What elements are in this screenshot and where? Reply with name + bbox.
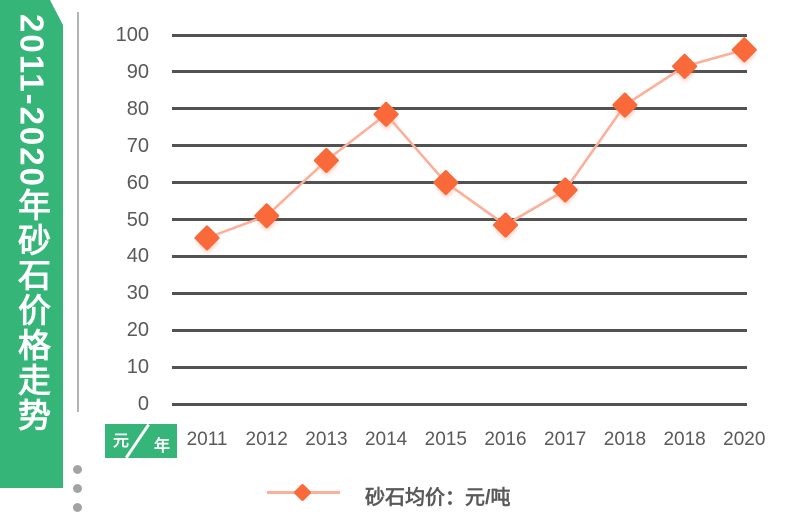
legend-diamond-icon [293,483,312,502]
gridline [172,144,747,148]
title-banner: 2011-2020年砂石价格走势 [0,0,63,488]
y-tick-label: 0 [137,393,149,415]
gridline [172,107,747,111]
gridline [172,33,747,37]
x-tick-label: 2020 [723,429,766,450]
gridline [172,254,747,258]
x-tick-label: 2015 [424,429,467,450]
marker-shadow [435,176,458,199]
vertical-divider [77,12,79,412]
data-point-marker [731,37,757,63]
legend-label: 砂石均价：元/吨 [365,487,511,509]
marker-shadow [375,107,398,130]
dot [73,484,82,493]
data-point-marker [194,225,220,251]
x-tick-label: 2018 [603,429,647,450]
y-tick-label: 80 [126,97,149,120]
y-tick-label: 100 [115,24,149,46]
y-tick-label: 30 [126,282,149,305]
gridline [172,328,747,332]
gridline [172,365,747,369]
x-tick-label: 2018 [663,429,706,450]
page-title: 2011-2020年砂石价格走势 [13,14,51,433]
y-tick-label: 40 [126,245,149,268]
gridline [172,70,747,74]
y-tick-label: 70 [126,134,149,157]
data-point-marker [313,147,339,173]
marker-shadow [315,153,338,176]
gridline [172,218,747,221]
x-tick-label: 2017 [544,429,587,450]
gridline [172,402,747,406]
data-point-marker [612,92,638,118]
marker-shadow [554,183,577,206]
unit-year-label: 年 [153,438,170,455]
marker-shadow [733,43,756,66]
data-point-marker [254,203,280,229]
marker-shadow [495,218,517,241]
gridline [172,291,747,295]
legend: 砂石均价：元/吨 [0,480,800,510]
dot [73,503,82,512]
marker-shadows [196,43,756,254]
x-tick-label: 2016 [484,429,527,450]
x-tick-label: 2012 [245,429,288,450]
marker-shadow [196,231,219,254]
x-tick-label: 2014 [364,429,408,450]
y-tick-label: 10 [126,356,149,379]
y-tick-label: 20 [126,319,149,342]
gridline [172,181,747,185]
dot [73,465,82,474]
y-tick-label: 60 [126,171,149,194]
x-tick-label: 2013 [305,429,348,450]
axis-unit-box: 元 年 [105,423,177,459]
unit-yuan-label: 元 [113,433,130,450]
y-tick-label: 50 [126,208,149,231]
x-tick-label: 2011 [186,429,228,450]
decorative-dots [73,465,83,522]
data-point-marker [672,53,698,79]
y-tick-label: 90 [126,60,149,83]
